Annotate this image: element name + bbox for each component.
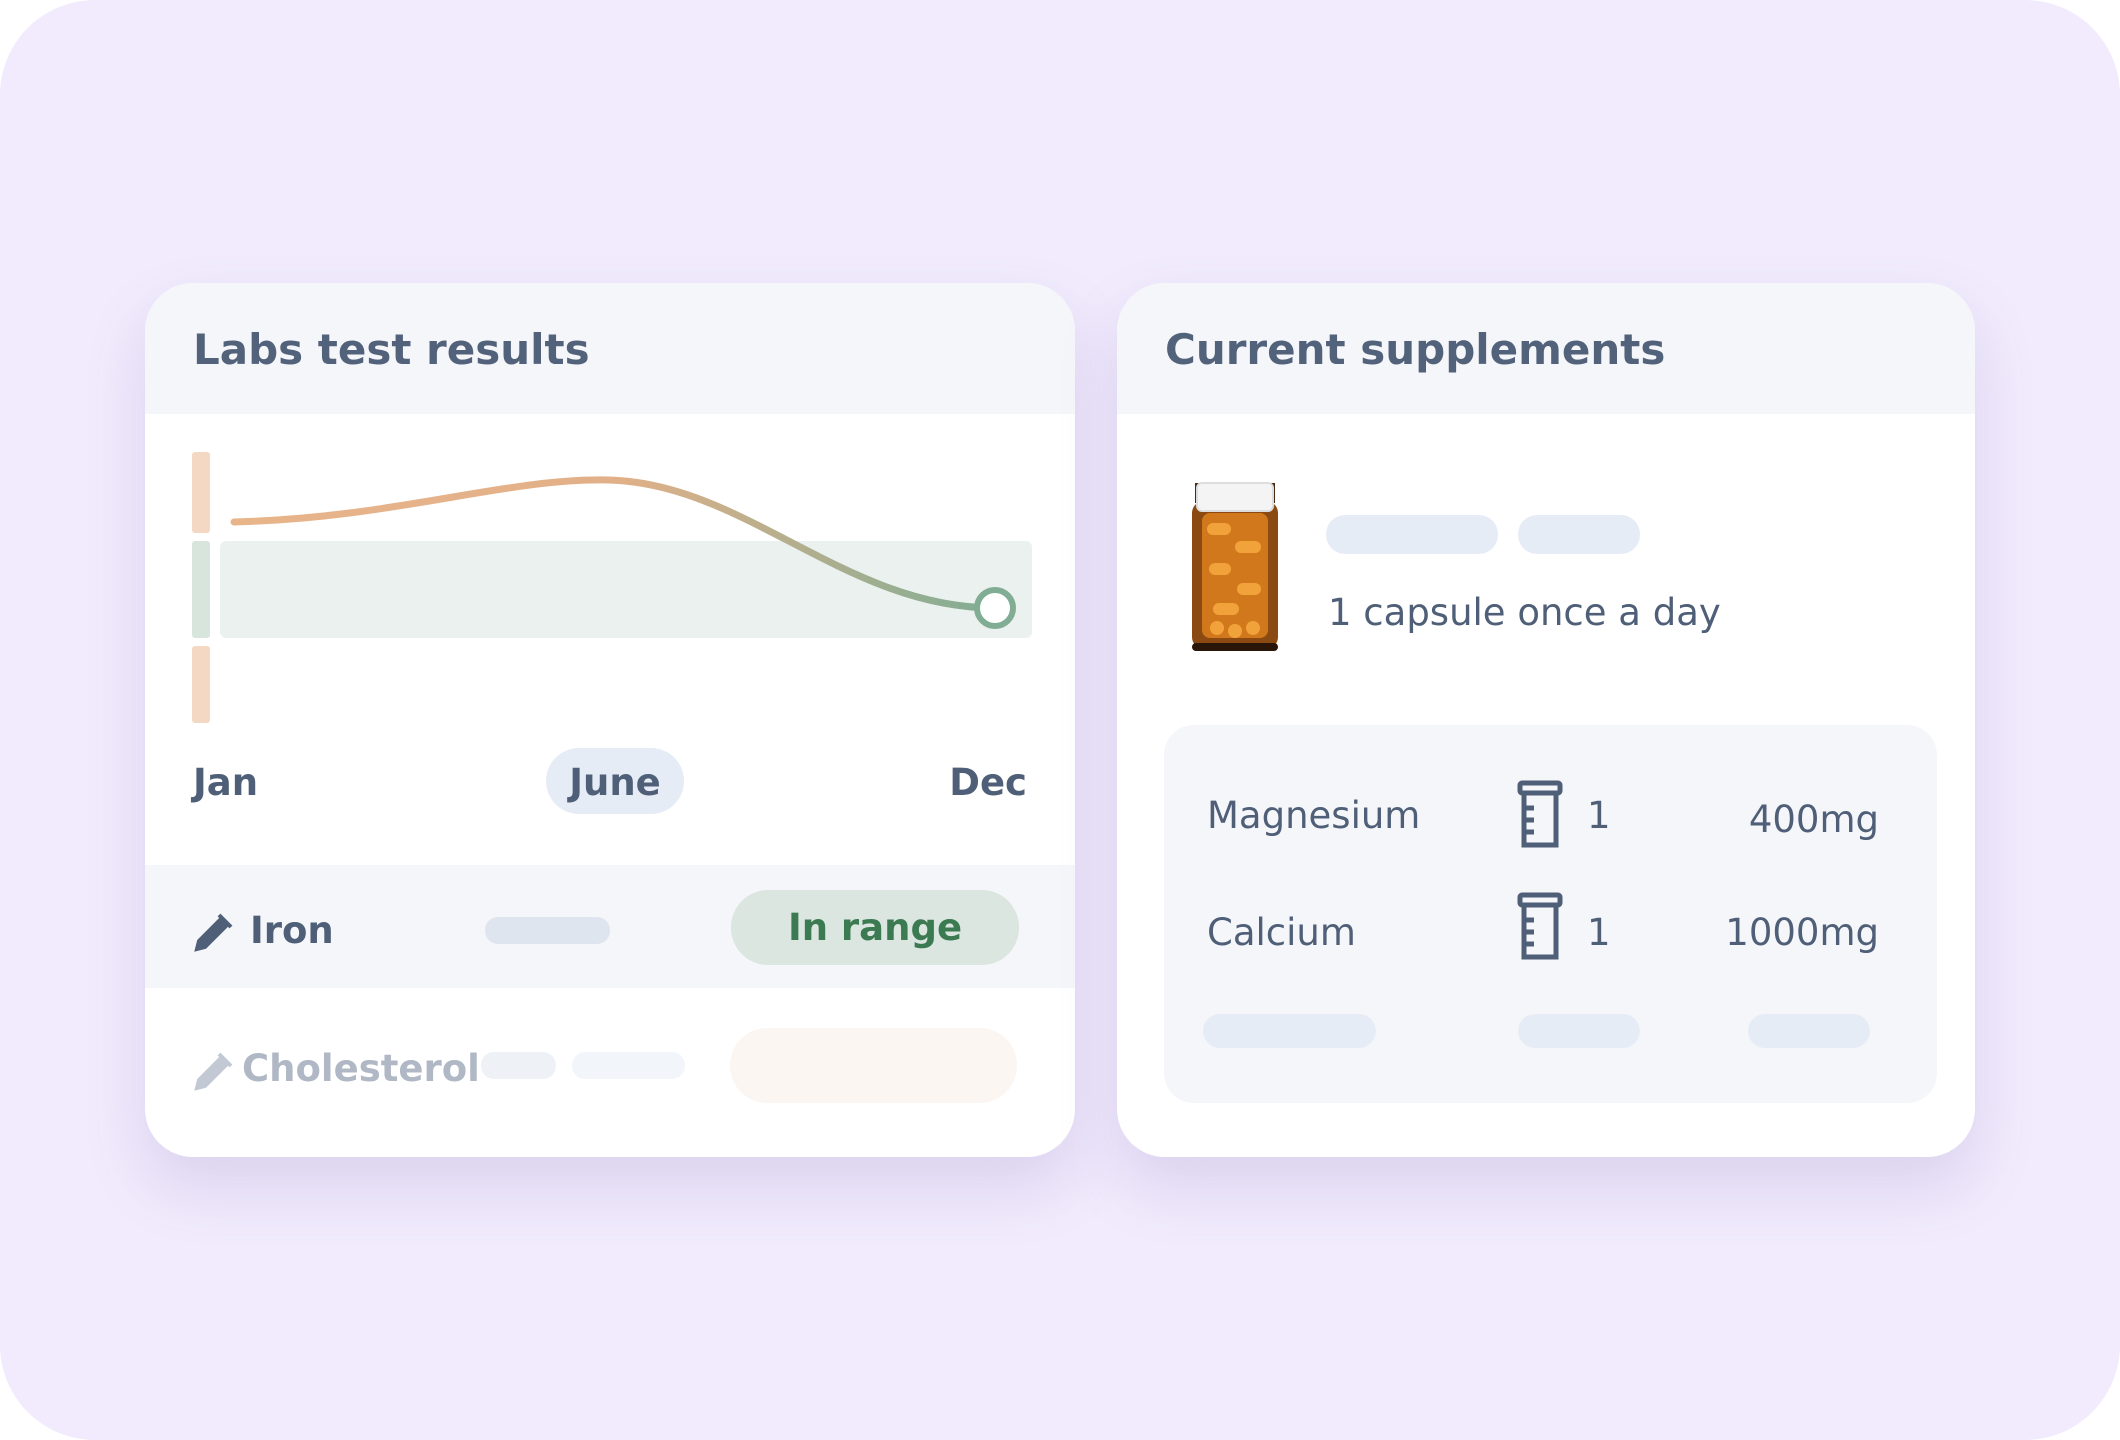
supplement-amount: 400mg — [1748, 798, 1879, 841]
supplement-illustration — [1164, 482, 1937, 1103]
dosage-text: 1 capsule once a day — [1328, 591, 1721, 634]
supplement-amount: 1000mg — [1725, 911, 1879, 954]
supplement-count: 1 — [1587, 794, 1611, 837]
dose-panel — [1164, 725, 1937, 1103]
range-bar — [192, 541, 210, 638]
range-bar — [192, 646, 210, 723]
supplement-name: Magnesium — [1207, 794, 1421, 837]
bottle-image — [1192, 482, 1278, 651]
placeholder — [485, 917, 610, 944]
month-label: Jan — [193, 761, 259, 804]
normal-band — [220, 541, 1032, 638]
card-title: Labs test results — [193, 325, 590, 374]
supplement-name: Calcium — [1207, 911, 1356, 954]
trend-line — [230, 476, 999, 612]
card-header — [145, 283, 1075, 414]
status-pill — [730, 1028, 1017, 1103]
placeholder — [572, 1052, 685, 1079]
supplements-card: Current supplements — [1117, 283, 1975, 1157]
month-pill — [546, 748, 684, 814]
card-header — [1117, 283, 1975, 414]
pencil-icon — [194, 913, 233, 952]
test-name: Iron — [250, 909, 334, 952]
placeholder — [1518, 515, 1640, 554]
placeholder — [1203, 1014, 1376, 1048]
supplement-count: 1 — [1587, 911, 1611, 954]
month-label: June — [569, 761, 661, 804]
card-title: Current supplements — [1165, 325, 1666, 374]
cup-icon — [1517, 892, 1563, 960]
cup-icon — [1517, 780, 1563, 848]
placeholder — [1748, 1014, 1870, 1048]
placeholder — [1326, 515, 1498, 554]
chart-illustration — [145, 452, 1075, 1103]
status-pill — [731, 890, 1019, 965]
range-bar — [192, 452, 210, 533]
status-label: In range — [787, 906, 963, 949]
month-label: Dec — [949, 761, 1027, 804]
placeholder — [1518, 1014, 1640, 1048]
placeholder — [481, 1052, 556, 1079]
labs-card: Labs test results — [145, 283, 1075, 1157]
test-name: Cholesterol — [242, 1047, 480, 1090]
end-point — [974, 587, 1016, 629]
pencil-icon — [194, 1052, 233, 1091]
